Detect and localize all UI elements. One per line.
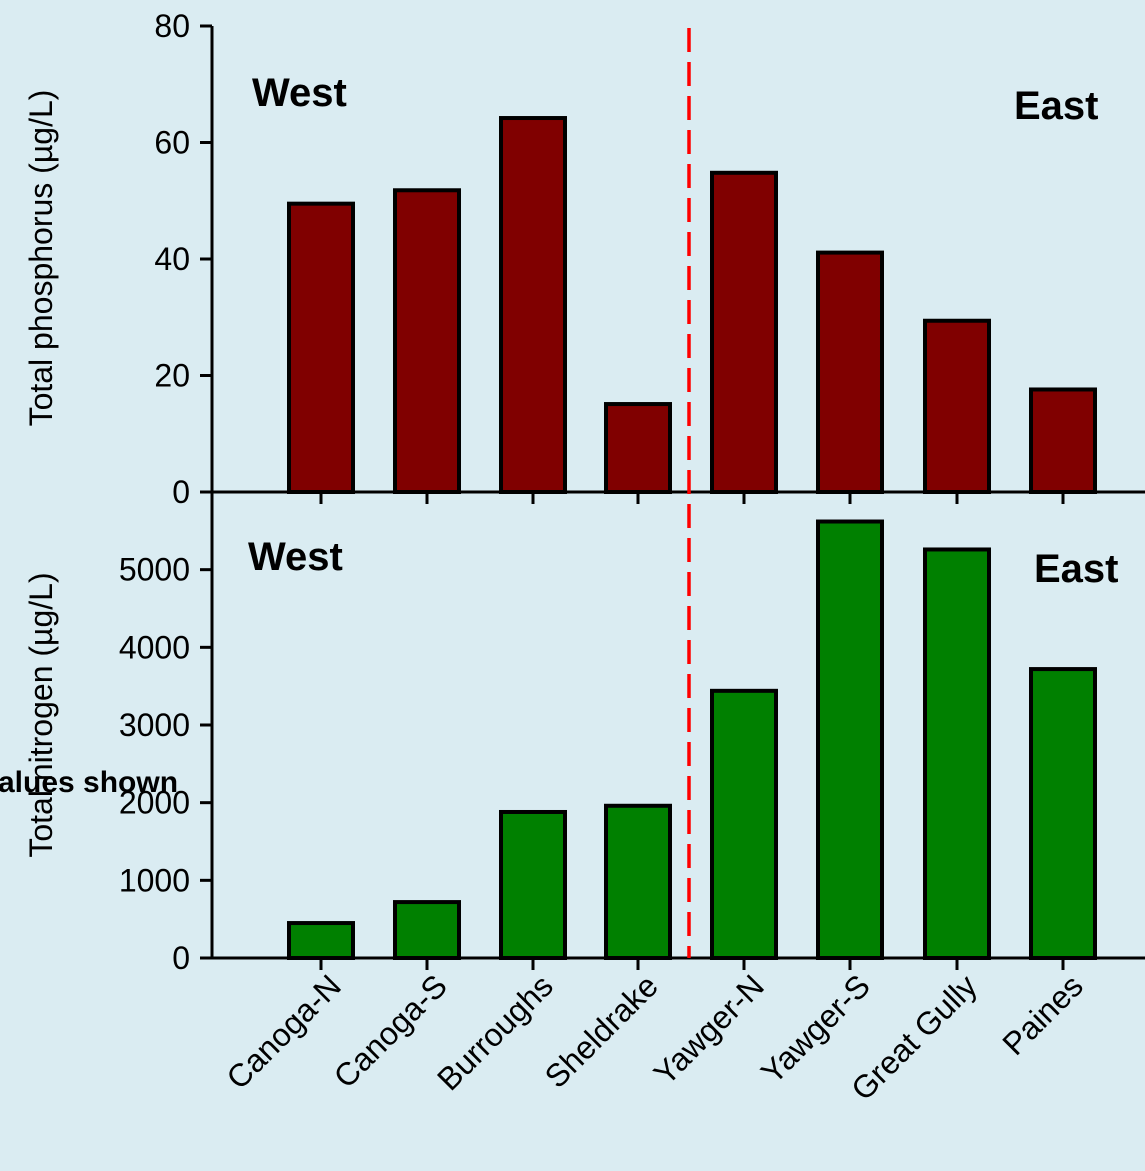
nitrogen-region-label-west: West: [248, 535, 343, 579]
phosphorus-bars: [287, 116, 1097, 495]
phosphorus-bar-burroughs: [499, 116, 567, 494]
phosphorus-bar-paines: [1029, 387, 1097, 495]
nitrogen-y-tick-label: 2000: [119, 785, 190, 821]
nitrogen-region-label-east: East: [1034, 547, 1119, 591]
nitrogen-y-tick-label: 3000: [119, 707, 190, 743]
x-tick-label-yawger-n: Yawger-N: [647, 967, 771, 1091]
phosphorus-y-tick-label: 0: [172, 474, 190, 510]
nitrogen-bar-yawger-s: [816, 519, 884, 960]
nitrogen-bar-burroughs: [499, 809, 567, 961]
nitrogen-y-tick-label: 1000: [119, 862, 190, 898]
phosphorus-y-axis-label: Total phosphorus (µg/L): [23, 90, 59, 427]
nitrogen-bar-canoga-n: [287, 921, 355, 960]
x-tick-label-canoga-n: Canoga-N: [219, 967, 348, 1096]
values-shown-footnote: alues shown: [0, 766, 178, 799]
nitrogen-y-tick-label: 0: [172, 940, 190, 976]
phosphorus-y-tick-label: 80: [154, 8, 190, 44]
phosphorus-bar-yawger-s: [816, 250, 884, 494]
nitrogen-bar-paines: [1029, 667, 1097, 961]
phosphorus-bar-canoga-n: [287, 201, 355, 494]
nitrogen-y-tick-label: 4000: [119, 629, 190, 665]
phosphorus-region-label-east: East: [1014, 84, 1099, 128]
x-tick-label-sheldrake: Sheldrake: [538, 967, 665, 1094]
phosphorus-bar-yawger-n: [710, 170, 778, 494]
phosphorus-y-tick-label: 20: [154, 358, 190, 394]
nitrogen-bar-great-gully: [923, 547, 991, 960]
x-tick-label-burroughs: Burroughs: [430, 967, 560, 1097]
phosphorus-region-label-west: West: [252, 71, 347, 115]
phosphorus-y-tick-label: 40: [154, 241, 190, 277]
phosphorus-bar-sheldrake: [604, 402, 672, 495]
nitrogen-y-tick-label: 5000: [119, 552, 190, 588]
phosphorus-bar-canoga-s: [393, 188, 461, 494]
nitrogen-bar-sheldrake: [604, 803, 672, 960]
nitrogen-bars: [287, 519, 1097, 961]
axes: [200, 24, 1145, 970]
phosphorus-y-tick-label: 60: [154, 125, 190, 161]
nitrogen-bar-canoga-s: [393, 900, 461, 961]
phosphorus-bar-great-gully: [923, 318, 991, 494]
nitrogen-bar-yawger-n: [710, 688, 778, 960]
x-tick-label-paines: Paines: [995, 967, 1090, 1062]
nitrogen-y-axis-label: Total nitrogen (µg/L): [23, 572, 59, 857]
